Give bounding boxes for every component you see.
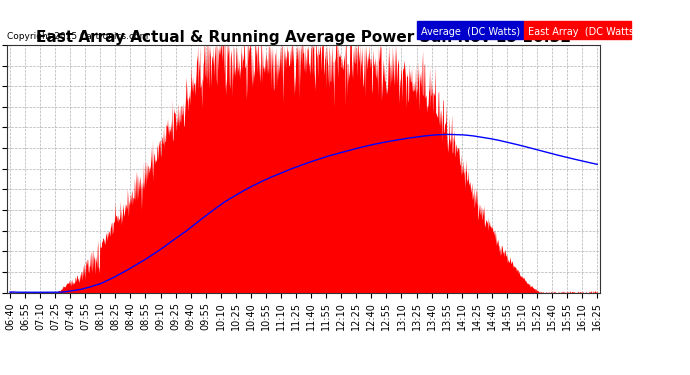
Text: Copyright 2015 Cartronics.com: Copyright 2015 Cartronics.com	[7, 32, 148, 41]
Text: Average  (DC Watts): Average (DC Watts)	[421, 27, 520, 37]
Title: East Array Actual & Running Average Power Sun Nov 15 16:32: East Array Actual & Running Average Powe…	[36, 30, 571, 45]
Text: East Array  (DC Watts): East Array (DC Watts)	[528, 27, 638, 37]
